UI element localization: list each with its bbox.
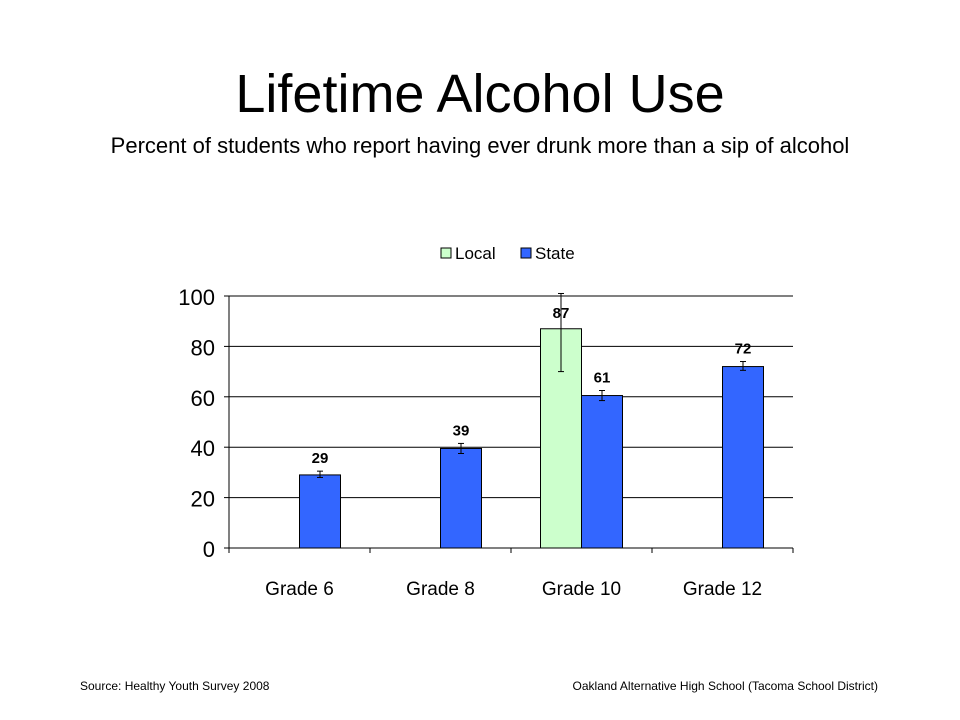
- slide-title: Lifetime Alcohol Use: [235, 64, 725, 124]
- slide-subtitle: Percent of students who report having ev…: [110, 133, 850, 158]
- legend-label-state: State: [535, 244, 575, 263]
- x-tick-label: Grade 12: [683, 579, 762, 600]
- y-tick-label: 20: [191, 487, 215, 512]
- bar-state-grade-12: [722, 366, 764, 549]
- y-tick-label: 60: [191, 386, 215, 411]
- y-tick-label: 100: [178, 285, 215, 310]
- legend: Local State: [440, 244, 575, 263]
- legend-swatch-state: [520, 247, 532, 259]
- y-tick-label: 0: [203, 537, 215, 562]
- legend-label-local: Local: [455, 244, 496, 263]
- data-label: 72: [735, 341, 752, 358]
- x-tick-label: Grade 6: [265, 579, 334, 600]
- legend-swatch-local: [440, 247, 452, 259]
- school-note: Oakland Alternative High School (Tacoma …: [572, 679, 878, 693]
- data-label: 61: [594, 370, 611, 387]
- data-label: 29: [312, 450, 329, 467]
- y-tick-label: 40: [191, 436, 215, 461]
- x-tick-label: Grade 8: [406, 579, 475, 600]
- source-note: Source: Healthy Youth Survey 2008: [80, 679, 270, 693]
- data-label: 39: [453, 422, 470, 439]
- bar-state-grade-10: [581, 395, 623, 549]
- x-tick-label: Grade 10: [542, 579, 621, 600]
- data-label: 87: [553, 305, 570, 322]
- bar-state-grade-8: [440, 447, 482, 549]
- y-tick-label: 80: [191, 335, 215, 360]
- bar-state-grade-6: [299, 474, 341, 549]
